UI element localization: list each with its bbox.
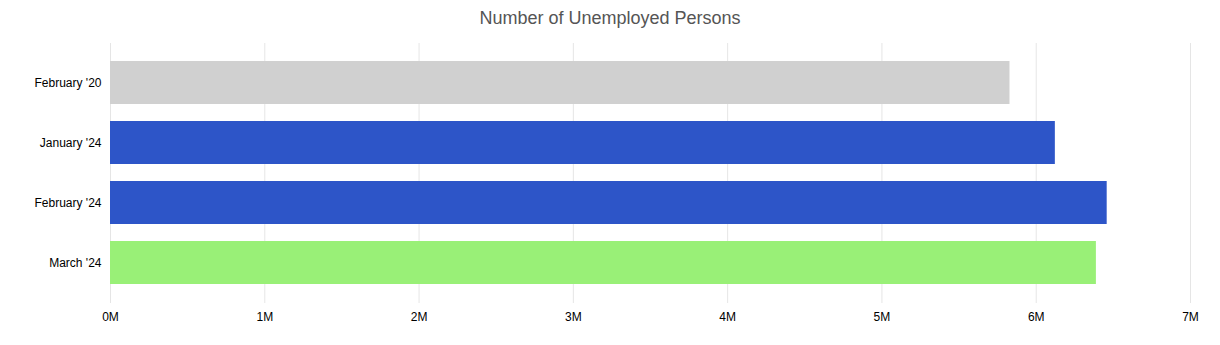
svg-text:February '24: February '24 [35, 196, 102, 210]
svg-text:5M: 5M [874, 310, 891, 324]
svg-text:March '24: March '24 [49, 256, 102, 270]
svg-text:7M: 7M [1182, 310, 1199, 324]
svg-text:4M: 4M [719, 310, 736, 324]
svg-text:1M: 1M [256, 310, 273, 324]
html-text:Number of Unemployed Persons: Number of Unemployed Persons [479, 8, 741, 28]
svg-text:January '24: January '24 [40, 136, 102, 150]
svg-text:0M: 0M [102, 310, 119, 324]
svg-text:6M: 6M [1028, 310, 1045, 324]
svg-text:February '20: February '20 [35, 76, 102, 90]
svg-text:3M: 3M [565, 310, 582, 324]
svg-text:2M: 2M [411, 310, 428, 324]
